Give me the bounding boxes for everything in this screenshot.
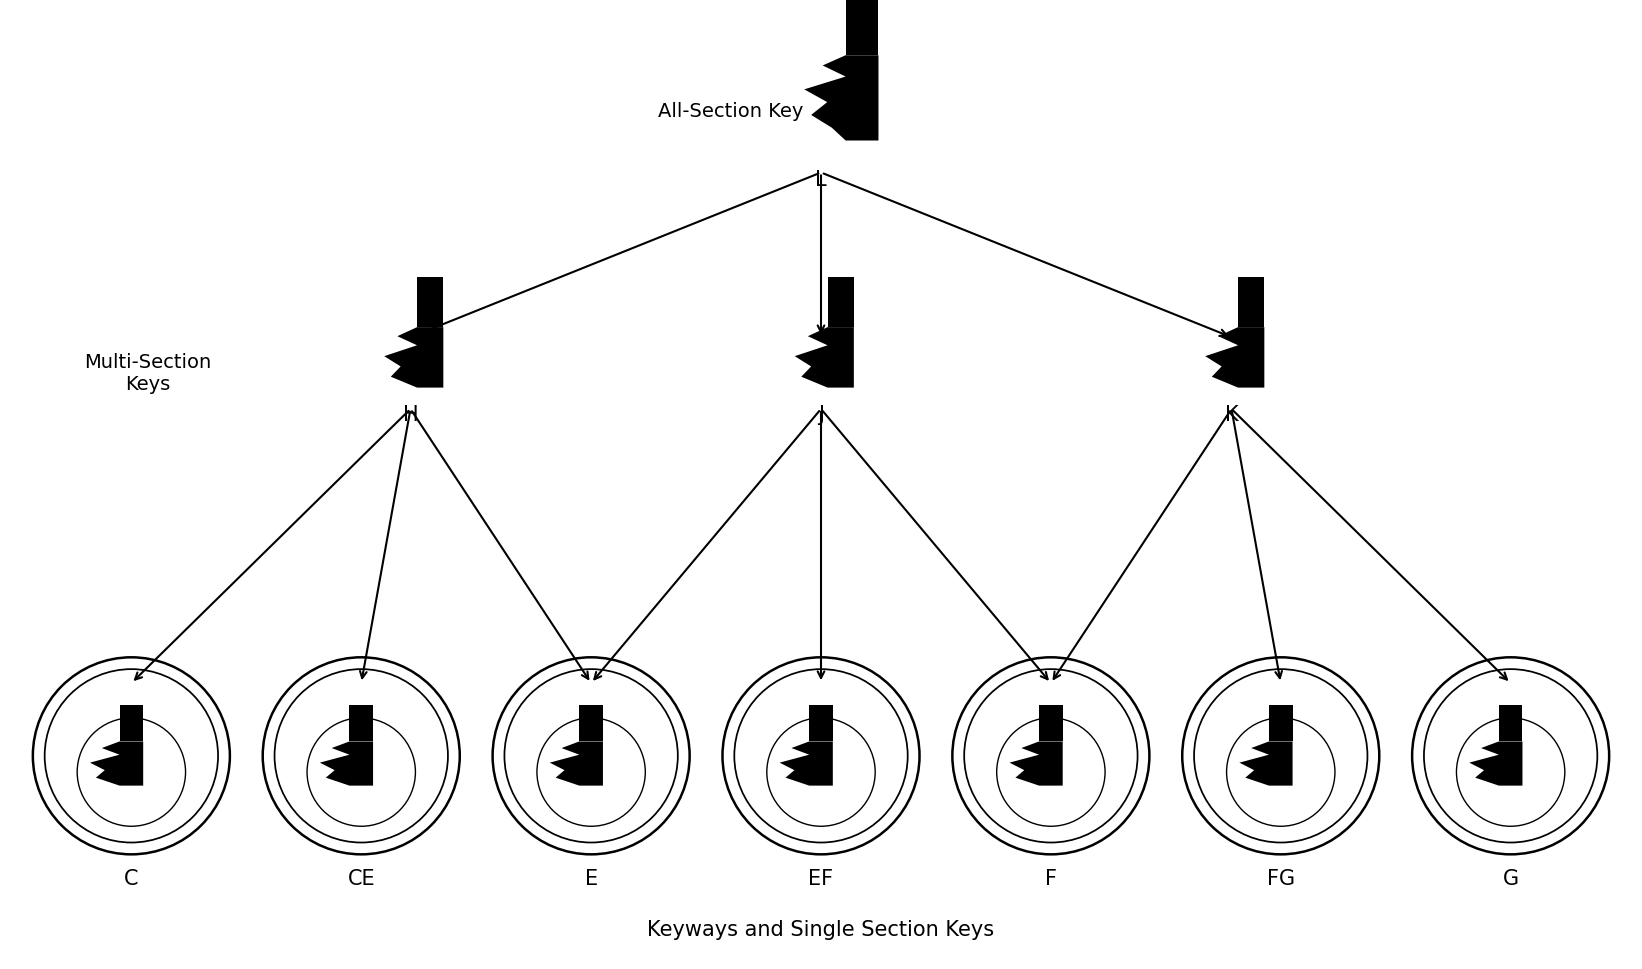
Text: J: J xyxy=(818,405,824,425)
Polygon shape xyxy=(1039,704,1062,741)
Polygon shape xyxy=(550,741,603,786)
Polygon shape xyxy=(828,277,854,328)
Polygon shape xyxy=(90,741,143,786)
Text: K: K xyxy=(1225,405,1238,425)
Polygon shape xyxy=(1240,741,1292,786)
Polygon shape xyxy=(417,277,443,328)
Polygon shape xyxy=(1238,277,1264,328)
Polygon shape xyxy=(384,328,443,388)
Polygon shape xyxy=(780,741,832,786)
Polygon shape xyxy=(1499,704,1522,741)
Polygon shape xyxy=(795,328,854,388)
Polygon shape xyxy=(805,55,878,141)
Polygon shape xyxy=(120,704,143,741)
Text: Multi-Section
Keys: Multi-Section Keys xyxy=(84,353,212,393)
Text: C: C xyxy=(125,869,138,889)
Text: G: G xyxy=(1502,869,1519,889)
Polygon shape xyxy=(1010,741,1062,786)
Polygon shape xyxy=(1269,704,1292,741)
Text: All-Section Key: All-Section Key xyxy=(658,102,803,121)
Text: L: L xyxy=(814,170,828,190)
Polygon shape xyxy=(1205,328,1264,388)
Text: FG: FG xyxy=(1266,869,1296,889)
Polygon shape xyxy=(580,704,603,741)
Text: E: E xyxy=(585,869,598,889)
Text: CE: CE xyxy=(348,869,374,889)
Text: H: H xyxy=(402,405,419,425)
Text: Keyways and Single Section Keys: Keyways and Single Section Keys xyxy=(647,921,995,940)
Text: EF: EF xyxy=(808,869,834,889)
Polygon shape xyxy=(320,741,373,786)
Polygon shape xyxy=(846,0,878,55)
Polygon shape xyxy=(810,704,832,741)
Text: F: F xyxy=(1044,869,1057,889)
Polygon shape xyxy=(1470,741,1522,786)
Polygon shape xyxy=(350,704,373,741)
